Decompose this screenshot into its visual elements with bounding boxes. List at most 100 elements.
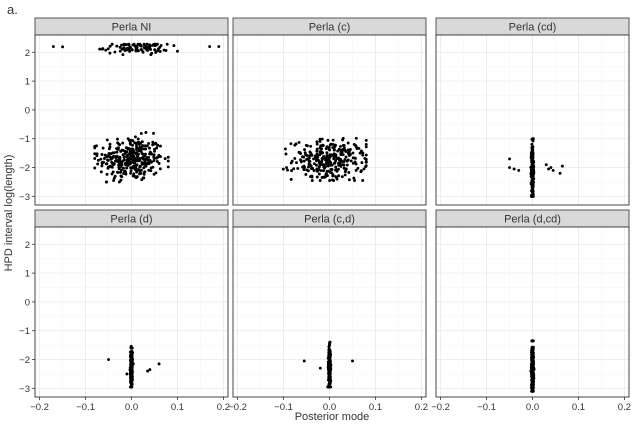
data-point — [353, 179, 357, 182]
data-point — [131, 143, 135, 147]
data-point — [119, 160, 123, 164]
data-point — [114, 159, 117, 163]
data-point — [129, 385, 133, 389]
data-point — [106, 47, 110, 51]
data-point — [344, 155, 348, 159]
gridlines — [35, 227, 228, 397]
data-point — [130, 371, 134, 375]
data-point — [166, 159, 170, 163]
data-point — [531, 183, 535, 187]
data-point — [101, 47, 105, 51]
data-point — [345, 163, 349, 167]
data-point — [146, 369, 150, 373]
x-tick-label: −0.1 — [477, 402, 496, 413]
y-tick-label: 2 — [25, 48, 30, 59]
data-point — [358, 151, 362, 155]
data-point — [104, 48, 108, 52]
data-point — [329, 142, 333, 146]
data-point — [121, 47, 124, 51]
data-point — [100, 164, 104, 168]
data-point — [98, 47, 102, 51]
data-point — [360, 161, 364, 165]
data-point — [148, 146, 151, 150]
data-point — [152, 131, 155, 135]
data-point — [124, 172, 128, 176]
data-point — [318, 140, 322, 143]
data-point — [147, 160, 150, 164]
data-point — [315, 142, 319, 146]
data-point — [123, 43, 127, 47]
data-point — [347, 154, 351, 157]
facet-title: Perla (d) — [110, 214, 152, 226]
data-point — [322, 169, 325, 173]
data-point — [328, 160, 332, 164]
data-point — [317, 165, 321, 169]
data-point — [530, 174, 534, 178]
data-point — [131, 174, 135, 178]
data-point — [134, 176, 138, 179]
data-point — [353, 160, 357, 164]
data-point — [154, 43, 158, 47]
data-point — [303, 148, 306, 152]
data-point — [140, 48, 144, 52]
data-point — [356, 166, 360, 170]
data-point — [110, 42, 114, 46]
data-point — [302, 168, 306, 172]
data-point — [111, 170, 115, 174]
x-tick-label: −0.2 — [30, 402, 49, 413]
data-point — [289, 142, 293, 146]
data-point — [137, 168, 141, 172]
data-point — [364, 157, 368, 161]
data-point — [290, 169, 293, 173]
data-point — [100, 153, 104, 156]
data-point — [121, 141, 125, 145]
data-point — [105, 172, 109, 176]
data-point — [95, 152, 99, 156]
data-point — [155, 146, 159, 150]
data-point — [330, 168, 334, 171]
x-tick-label: 0.2 — [618, 402, 631, 413]
data-point — [544, 163, 548, 167]
data-point — [530, 142, 534, 146]
data-point — [133, 135, 137, 139]
data-point — [320, 157, 324, 161]
data-point — [149, 53, 153, 57]
data-point — [321, 163, 324, 167]
data-point — [530, 168, 534, 172]
data-point — [129, 379, 132, 383]
data-point — [343, 158, 347, 161]
data-point — [342, 166, 346, 170]
data-point — [142, 157, 145, 161]
panel-border — [435, 34, 630, 206]
data-point — [332, 155, 336, 159]
data-point — [364, 153, 368, 157]
data-point — [351, 156, 355, 160]
scatter-points — [529, 339, 536, 393]
data-point — [118, 45, 122, 49]
gridlines — [436, 227, 629, 397]
data-point — [121, 53, 125, 57]
facet-title: Perla (c,d) — [304, 214, 355, 226]
data-point — [312, 169, 316, 173]
data-point — [122, 155, 126, 159]
y-tick-label: 0 — [25, 297, 30, 308]
data-point — [318, 366, 322, 370]
data-point — [328, 354, 332, 358]
data-point — [61, 45, 65, 49]
data-point — [302, 164, 306, 168]
data-point — [139, 171, 143, 175]
y-tick-label: 0 — [25, 105, 30, 116]
data-point — [108, 51, 112, 55]
data-point — [155, 159, 159, 163]
data-point — [359, 169, 363, 173]
data-point — [128, 49, 132, 53]
data-point — [285, 166, 288, 169]
data-point — [293, 157, 297, 160]
data-point — [325, 151, 329, 155]
y-tick-label: −2 — [19, 355, 30, 366]
data-point — [328, 351, 331, 355]
data-point — [549, 166, 553, 169]
data-point — [131, 147, 135, 151]
data-point — [130, 382, 134, 386]
data-point — [135, 145, 138, 149]
